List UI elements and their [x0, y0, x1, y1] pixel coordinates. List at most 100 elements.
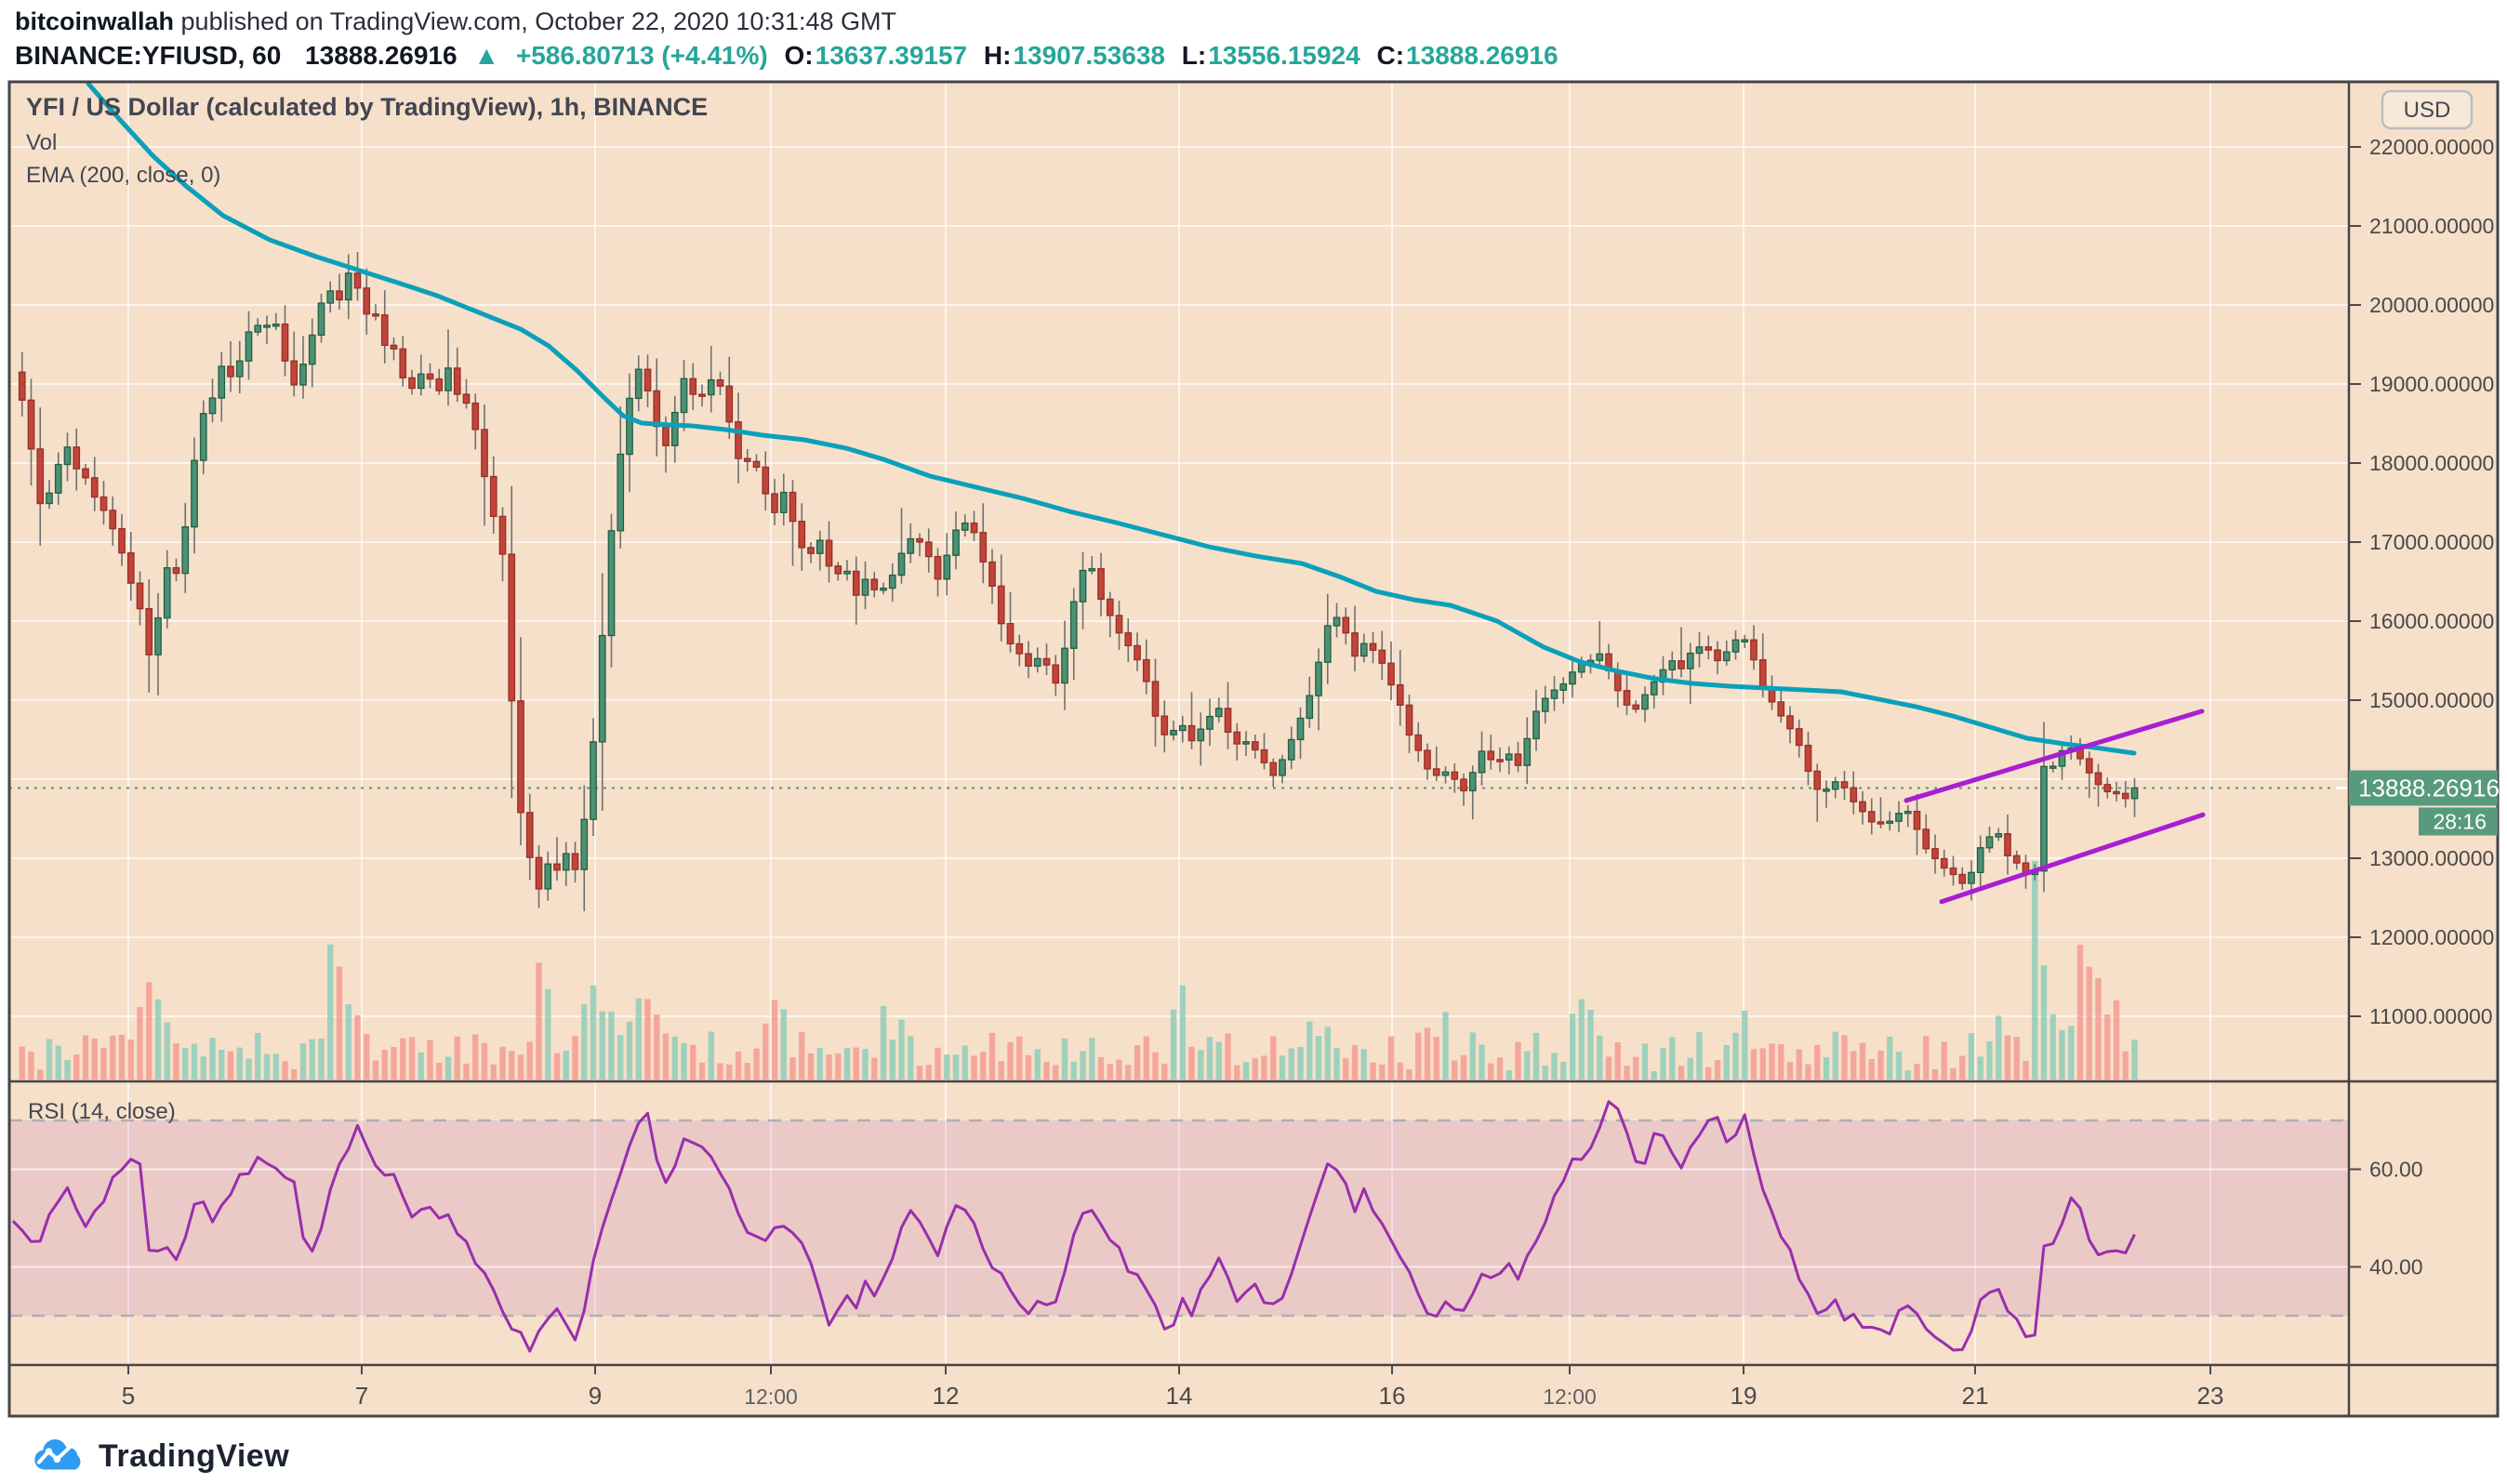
- volume-bar: [816, 1047, 823, 1080]
- candle-body: [779, 491, 788, 513]
- candle-body: [1006, 623, 1015, 645]
- volume-bar: [2104, 1014, 2111, 1080]
- volume-bar: [1479, 1044, 1485, 1080]
- volume-bar: [635, 998, 642, 1080]
- candle-body: [27, 399, 35, 450]
- candle-body: [1505, 753, 1513, 761]
- volume-bar: [2023, 1060, 2029, 1080]
- candle-body: [372, 313, 379, 317]
- volume-bar: [1288, 1048, 1294, 1080]
- volume-bar: [871, 1057, 878, 1080]
- publish-byline: bitcoinwallah published on TradingView.c…: [15, 7, 896, 36]
- candle-body: [1831, 781, 1839, 790]
- direction-up-icon: ▲: [473, 41, 500, 70]
- volume-bar: [944, 1054, 950, 1080]
- candle-body: [1804, 744, 1812, 772]
- rsi-band: [9, 1120, 2349, 1316]
- volume-bar: [1089, 1038, 1095, 1080]
- volume-bar: [517, 1054, 524, 1080]
- volume-bar: [481, 1042, 488, 1080]
- tradingview-branding[interactable]: TradingView: [32, 1432, 289, 1480]
- candle-body: [263, 325, 271, 328]
- candle-body: [1142, 658, 1150, 682]
- candle-body: [617, 453, 625, 532]
- volume-bar: [1968, 1033, 1975, 1080]
- candle-body: [1296, 717, 1305, 741]
- time-axis-label: 12:00: [1543, 1385, 1597, 1409]
- channel-line-lower[interactable]: [1939, 812, 2206, 905]
- volume-bar: [345, 1004, 352, 1080]
- volume-bar: [1016, 1036, 1023, 1080]
- time-axis-label: 7: [355, 1382, 368, 1410]
- candle-body: [1279, 759, 1286, 776]
- candle-body: [997, 585, 1005, 625]
- candle-body: [408, 377, 416, 390]
- candle-body: [245, 331, 253, 362]
- candle-body: [1695, 646, 1704, 655]
- volume-bar: [2049, 1014, 2056, 1080]
- volume-bar: [436, 1062, 443, 1080]
- candle-body: [970, 522, 978, 534]
- candle-body: [525, 812, 534, 858]
- currency-button[interactable]: [2381, 89, 2474, 130]
- candle-body: [725, 385, 734, 423]
- volume-bar: [1360, 1049, 1367, 1080]
- candle-body: [752, 460, 761, 469]
- volume-bar: [1723, 1044, 1730, 1080]
- close-value: 13888.26916: [1406, 41, 1559, 70]
- candle-body: [1532, 710, 1540, 740]
- volume-bar: [1134, 1044, 1141, 1080]
- volume-bar: [1333, 1047, 1340, 1080]
- volume-bar: [1687, 1057, 1693, 1080]
- candle-body: [489, 475, 497, 517]
- candle-body: [888, 574, 896, 590]
- volume-bar: [191, 1043, 198, 1080]
- candle-body: [1351, 632, 1359, 657]
- candle-body: [643, 368, 652, 391]
- candle-body: [952, 529, 960, 556]
- candle-body: [118, 528, 126, 554]
- candle-body: [218, 365, 226, 399]
- volume-bar: [255, 1032, 261, 1080]
- volume-bar: [1769, 1043, 1775, 1080]
- price-tag-value: 13888.26916: [2358, 774, 2500, 802]
- candle-body: [272, 323, 280, 327]
- candle-body: [1895, 813, 1903, 822]
- volume-bar: [291, 1068, 298, 1080]
- candle-body: [861, 578, 869, 596]
- volume-bar: [1433, 1037, 1439, 1080]
- candle-body: [1369, 643, 1377, 651]
- volume-bar: [28, 1051, 34, 1080]
- volume-bar: [1859, 1042, 1866, 1080]
- volume-bar: [509, 1051, 515, 1080]
- candle-body: [1306, 695, 1314, 720]
- volume-bar: [1297, 1046, 1304, 1080]
- volume-bar: [726, 1064, 733, 1080]
- candle-body: [1850, 787, 1858, 802]
- volume-bar: [654, 1014, 660, 1080]
- volume-bar: [1387, 1036, 1395, 1080]
- candle-body: [834, 565, 842, 575]
- candle-body: [1441, 771, 1450, 776]
- volume-bar: [998, 1061, 1004, 1080]
- volume-bar: [1515, 1041, 1521, 1080]
- candle-body: [199, 413, 207, 461]
- candle-body: [254, 325, 262, 333]
- candle-body: [399, 348, 407, 378]
- countdown-value: 28:16: [2433, 809, 2487, 833]
- candle-body: [462, 393, 471, 404]
- volume-bar: [971, 1055, 977, 1080]
- candle-body: [2121, 792, 2129, 800]
- rsi-axis-label: 40.00: [2369, 1255, 2423, 1279]
- channel-line-upper[interactable]: [1903, 709, 2205, 803]
- candle-body: [1903, 810, 1912, 815]
- candle-body: [1387, 662, 1395, 686]
- volume-bar: [1669, 1037, 1676, 1080]
- volume-bar: [1959, 1055, 1966, 1080]
- price-axis-label: 11000.00000: [2369, 1004, 2493, 1028]
- candle-body: [1750, 639, 1758, 661]
- time-axis-label: 16: [1379, 1382, 1406, 1410]
- volume-bar: [427, 1040, 433, 1080]
- volume-bar: [1307, 1021, 1313, 1080]
